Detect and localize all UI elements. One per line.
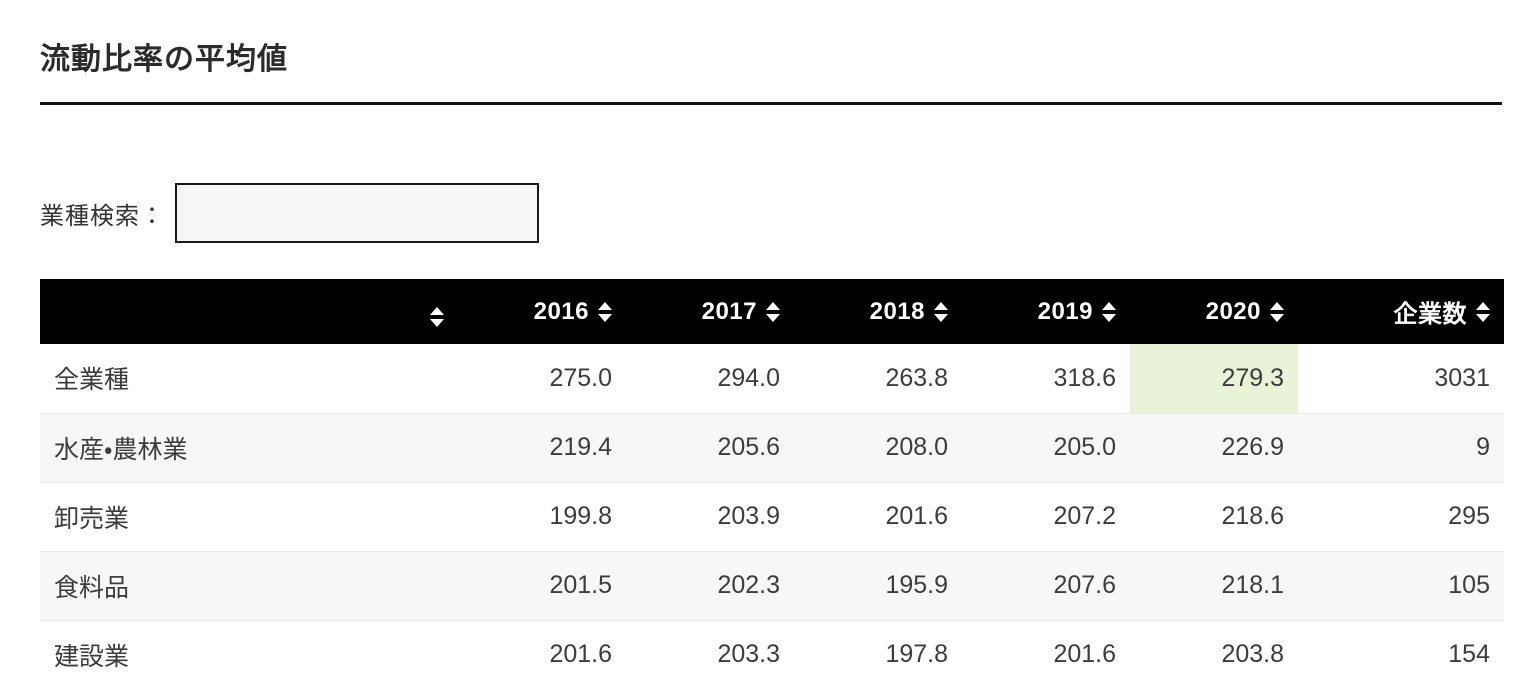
page-title: 流動比率の平均値 [40, 34, 1502, 105]
column-header-companies-label: 企業数 [1393, 301, 1467, 328]
value-cell: 201.6 [458, 619, 626, 684]
companies-cell: 105 [1298, 550, 1504, 620]
table-row: 食料品 201.5 202.3 195.9 207.6 218.1 105 [40, 550, 1504, 620]
value-cell: 203.9 [626, 481, 794, 551]
industry-cell: 食料品 [40, 550, 458, 620]
value-cell: 201.6 [962, 619, 1130, 684]
sort-icon [1102, 301, 1116, 322]
value-cell: 197.8 [794, 619, 962, 684]
table-body: 全業種 275.0 294.0 263.8 318.6 279.3 3031 水… [40, 344, 1504, 684]
table-row: 水産・農林業 219.4 205.6 208.0 205.0 226.9 9 [40, 412, 1504, 482]
value-cell: 207.2 [962, 481, 1130, 551]
sort-icon [1476, 301, 1490, 322]
companies-cell: 295 [1298, 481, 1504, 551]
value-cell: 218.6 [1130, 481, 1298, 551]
sort-icon [430, 307, 444, 327]
column-header-2019-label: 2019 [1037, 297, 1093, 325]
industry-cell: 全業種 [54, 366, 130, 395]
value-cell: 202.3 [626, 550, 794, 620]
column-header-2020-label: 2020 [1205, 297, 1261, 325]
column-header-2018[interactable]: 2018 [794, 279, 962, 344]
industry-cell: 建設業 [40, 619, 458, 684]
column-header-2018-label: 2018 [869, 297, 925, 325]
value-cell: 318.6 [1053, 363, 1116, 392]
sort-icon [1270, 301, 1284, 322]
sort-icon [934, 301, 948, 322]
table-header-row: 2016 2017 2018 [40, 279, 1504, 344]
value-cell-highlighted: 279.3 [1130, 344, 1298, 413]
sort-icon [598, 301, 612, 322]
sort-icon [766, 301, 780, 322]
column-header-2016[interactable]: 2016 [458, 279, 626, 344]
industry-search-label: 業種検索： [40, 202, 165, 230]
companies-cell: 3031 [1434, 363, 1490, 392]
column-header-companies[interactable]: 企業数 [1298, 279, 1504, 344]
column-header-industry[interactable] [40, 279, 458, 344]
column-header-2017-label: 2017 [701, 297, 757, 325]
column-header-2017[interactable]: 2017 [626, 279, 794, 344]
value-cell: 219.4 [458, 412, 626, 482]
table-row: 建設業 201.6 203.3 197.8 201.6 203.8 154 [40, 619, 1504, 684]
value-cell: 201.6 [794, 481, 962, 551]
value-cell: 208.0 [794, 412, 962, 482]
column-header-2020[interactable]: 2020 [1130, 279, 1298, 344]
table-row: 卸売業 199.8 203.9 201.6 207.2 218.6 295 [40, 481, 1504, 551]
table-row: 全業種 275.0 294.0 263.8 318.6 279.3 3031 [40, 344, 1504, 413]
value-cell: 195.9 [794, 550, 962, 620]
value-cell: 203.8 [1130, 619, 1298, 684]
value-cell: 294.0 [717, 363, 780, 392]
value-cell: 218.1 [1130, 550, 1298, 620]
table-header: 2016 2017 2018 [40, 279, 1504, 344]
industry-search-row: 業種検索： [40, 183, 1502, 243]
column-header-2016-label: 2016 [533, 297, 589, 325]
value-cell: 205.0 [962, 412, 1130, 482]
value-cell: 205.6 [626, 412, 794, 482]
value-cell: 207.6 [962, 550, 1130, 620]
industry-cell: 卸売業 [40, 481, 458, 551]
value-cell: 275.0 [549, 363, 612, 392]
current-ratio-table: 2016 2017 2018 [40, 279, 1504, 684]
companies-cell: 9 [1298, 412, 1504, 482]
industry-search-input[interactable] [175, 183, 539, 243]
companies-cell: 154 [1298, 619, 1504, 684]
value-cell: 263.8 [885, 363, 948, 392]
page-container: 流動比率の平均値 業種検索： 2016 [0, 34, 1536, 684]
value-cell: 199.8 [458, 481, 626, 551]
value-cell: 201.5 [458, 550, 626, 620]
value-cell: 226.9 [1130, 412, 1298, 482]
industry-cell: 水産・農林業 [40, 412, 458, 482]
value-cell: 203.3 [626, 619, 794, 684]
column-header-2019[interactable]: 2019 [962, 279, 1130, 344]
